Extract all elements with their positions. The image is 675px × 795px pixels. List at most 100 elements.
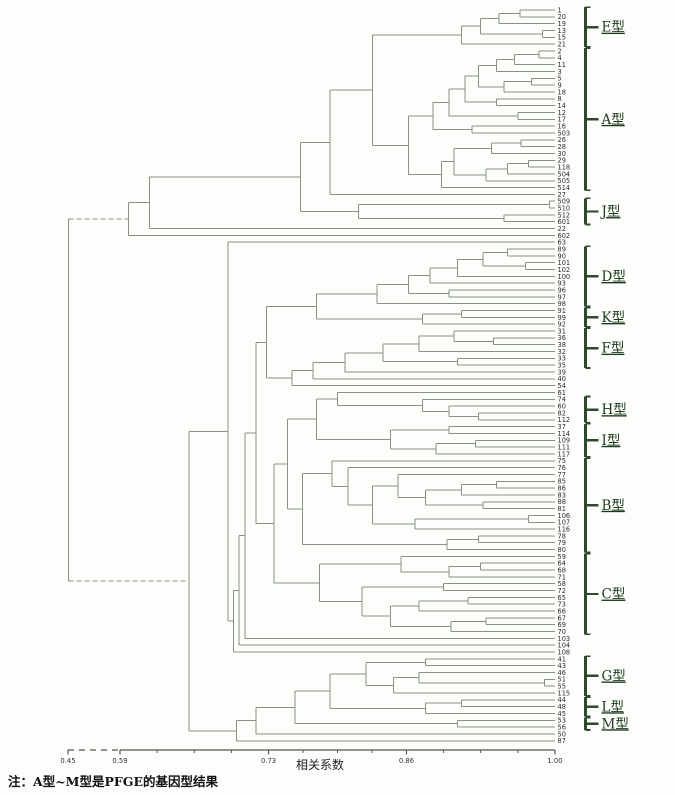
svg-text:83: 83 (558, 491, 566, 499)
svg-text:107: 107 (558, 519, 571, 527)
svg-text:30: 30 (558, 150, 566, 158)
svg-text:512: 512 (558, 211, 571, 219)
svg-text:39: 39 (558, 368, 566, 376)
svg-text:116: 116 (558, 526, 571, 534)
svg-text:K型: K型 (602, 310, 626, 326)
svg-text:48: 48 (558, 703, 566, 711)
svg-text:97: 97 (558, 293, 566, 301)
svg-text:50: 50 (558, 730, 566, 738)
svg-text:A型: A型 (601, 112, 625, 128)
svg-text:602: 602 (558, 232, 571, 240)
svg-text:46: 46 (558, 669, 566, 677)
svg-text:60: 60 (558, 403, 566, 411)
svg-text:0.86: 0.86 (399, 757, 414, 765)
svg-text:92: 92 (558, 321, 566, 329)
svg-text:504: 504 (558, 170, 571, 178)
svg-text:510: 510 (558, 205, 571, 213)
svg-text:J型: J型 (600, 204, 621, 220)
svg-text:66: 66 (558, 607, 566, 615)
svg-text:H型: H型 (602, 402, 627, 418)
svg-text:26: 26 (558, 136, 566, 144)
svg-text:1: 1 (558, 6, 562, 14)
svg-text:40: 40 (558, 375, 566, 383)
svg-text:16: 16 (558, 123, 566, 131)
svg-text:118: 118 (558, 164, 571, 172)
svg-text:53: 53 (558, 717, 566, 725)
tree-branches (68, 9, 555, 742)
svg-text:1.00: 1.00 (547, 757, 562, 765)
svg-text:E型: E型 (602, 20, 625, 36)
svg-text:21: 21 (558, 41, 566, 49)
svg-text:72: 72 (558, 587, 566, 595)
svg-text:31: 31 (558, 327, 566, 335)
leaf-labels: 1201913152124113591881412171650326283029… (558, 6, 571, 745)
svg-text:80: 80 (558, 546, 566, 554)
svg-text:13: 13 (558, 27, 566, 35)
svg-text:51: 51 (558, 676, 566, 684)
svg-text:32: 32 (558, 348, 566, 356)
svg-text:89: 89 (558, 246, 566, 254)
svg-text:B型: B型 (602, 498, 625, 514)
svg-text:45: 45 (558, 710, 566, 718)
svg-text:55: 55 (558, 683, 566, 691)
svg-text:102: 102 (558, 266, 571, 274)
svg-text:601: 601 (558, 218, 571, 226)
svg-text:5: 5 (558, 75, 562, 83)
svg-text:33: 33 (558, 355, 566, 363)
svg-text:59: 59 (558, 553, 566, 561)
svg-text:20: 20 (558, 13, 566, 21)
svg-text:58: 58 (558, 580, 566, 588)
svg-text:104: 104 (558, 642, 571, 650)
figure-note: 注：A型~M型是PFGE的基因型结果 (8, 774, 218, 789)
svg-text:70: 70 (558, 628, 566, 636)
svg-text:65: 65 (558, 594, 566, 602)
svg-text:64: 64 (558, 560, 566, 568)
svg-text:14: 14 (558, 102, 566, 110)
svg-text:67: 67 (558, 614, 566, 622)
svg-text:15: 15 (558, 34, 566, 42)
svg-text:22: 22 (558, 225, 566, 233)
svg-text:98: 98 (558, 300, 566, 308)
svg-text:63: 63 (558, 239, 566, 247)
svg-text:18: 18 (558, 88, 566, 96)
svg-text:88: 88 (558, 498, 566, 506)
svg-text:75: 75 (558, 457, 566, 465)
svg-text:2: 2 (558, 47, 562, 55)
svg-text:43: 43 (558, 662, 566, 670)
svg-text:106: 106 (558, 512, 571, 520)
svg-text:0.45: 0.45 (60, 757, 75, 765)
svg-text:74: 74 (558, 396, 566, 404)
svg-text:117: 117 (558, 450, 571, 458)
svg-text:71: 71 (558, 573, 566, 581)
svg-text:103: 103 (558, 635, 571, 643)
svg-text:503: 503 (558, 129, 571, 137)
svg-text:100: 100 (558, 273, 571, 281)
svg-text:111: 111 (558, 444, 571, 452)
svg-text:509: 509 (558, 198, 571, 206)
svg-text:0.59: 0.59 (112, 757, 127, 765)
svg-text:514: 514 (558, 184, 571, 192)
svg-text:101: 101 (558, 259, 571, 267)
svg-text:68: 68 (558, 567, 566, 575)
svg-text:78: 78 (558, 532, 566, 540)
svg-text:86: 86 (558, 485, 566, 493)
svg-text:114: 114 (558, 430, 571, 438)
svg-text:76: 76 (558, 464, 566, 472)
svg-text:D型: D型 (602, 269, 626, 285)
svg-text:109: 109 (558, 437, 571, 445)
svg-text:4: 4 (558, 54, 562, 62)
svg-text:37: 37 (558, 423, 566, 431)
svg-text:38: 38 (558, 341, 566, 349)
svg-text:8: 8 (558, 95, 562, 103)
svg-text:17: 17 (558, 116, 566, 124)
svg-text:77: 77 (558, 471, 566, 479)
svg-text:C型: C型 (602, 587, 626, 603)
svg-text:73: 73 (558, 601, 566, 609)
svg-text:93: 93 (558, 280, 566, 288)
svg-text:0.73: 0.73 (261, 757, 276, 765)
svg-text:M型: M型 (602, 716, 629, 732)
svg-text:90: 90 (558, 252, 566, 260)
svg-text:27: 27 (558, 191, 566, 199)
svg-text:87: 87 (558, 737, 566, 745)
